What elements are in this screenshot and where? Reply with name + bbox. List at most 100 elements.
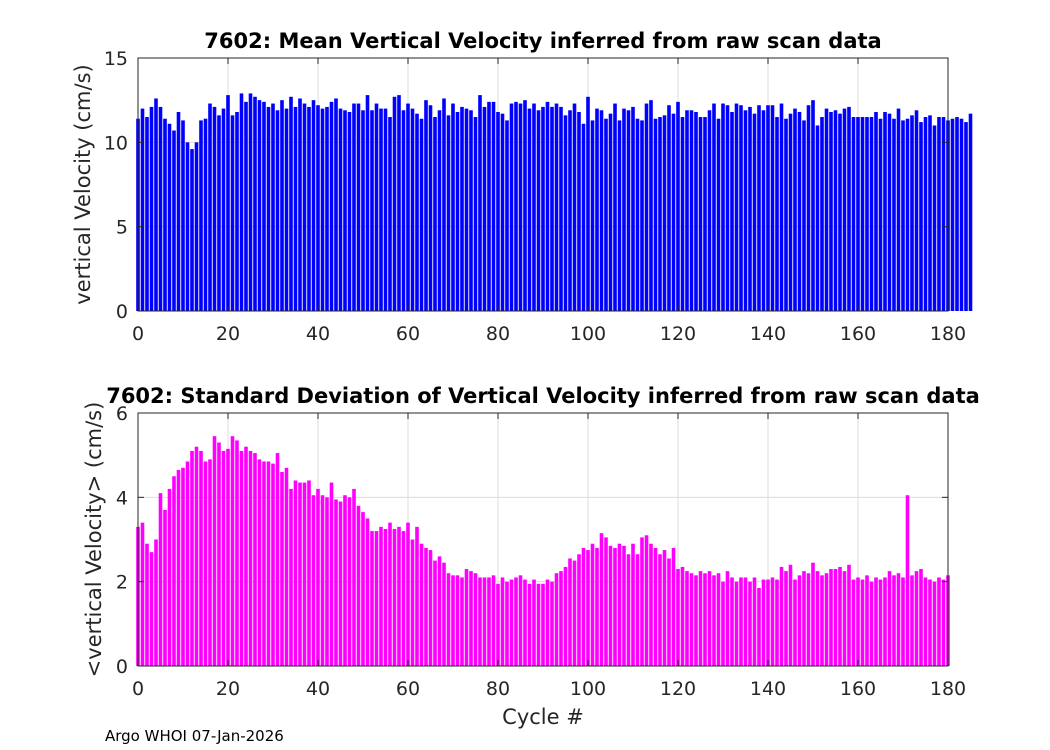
bar bbox=[581, 123, 586, 311]
bar bbox=[743, 110, 748, 311]
bar bbox=[154, 98, 158, 311]
bar bbox=[410, 539, 415, 666]
bar bbox=[284, 467, 289, 666]
bar bbox=[239, 450, 244, 666]
bar bbox=[910, 575, 914, 666]
bar bbox=[437, 556, 442, 666]
bar bbox=[748, 581, 752, 666]
bar bbox=[595, 108, 599, 311]
bar-series bbox=[136, 93, 973, 312]
bar bbox=[586, 96, 590, 311]
mean-velocity-chart: 7602: Mean Vertical Velocity inferred fr… bbox=[71, 29, 973, 345]
bar bbox=[356, 103, 361, 311]
bar bbox=[190, 450, 194, 666]
bar bbox=[680, 566, 685, 666]
bar bbox=[775, 579, 779, 666]
bar bbox=[356, 505, 361, 666]
bar bbox=[883, 111, 887, 312]
bar bbox=[761, 110, 766, 311]
x-tick-label: 20 bbox=[216, 678, 240, 700]
x-tick-label: 140 bbox=[750, 323, 786, 345]
bar bbox=[302, 482, 307, 666]
bar bbox=[199, 120, 203, 311]
bar bbox=[631, 106, 635, 311]
bar bbox=[856, 577, 860, 666]
bar bbox=[608, 545, 613, 666]
bar bbox=[923, 577, 928, 666]
bar bbox=[302, 103, 307, 311]
bar bbox=[887, 571, 892, 666]
bar bbox=[208, 103, 212, 311]
y-tick-label: 0 bbox=[116, 656, 128, 678]
y-tick-label: 4 bbox=[116, 487, 128, 509]
bar bbox=[271, 463, 275, 666]
bar bbox=[739, 105, 743, 311]
bar bbox=[487, 577, 491, 666]
bar bbox=[226, 95, 230, 312]
bar bbox=[280, 472, 284, 666]
bar bbox=[878, 118, 883, 311]
bar bbox=[140, 108, 145, 311]
bar bbox=[865, 117, 869, 312]
bar bbox=[653, 547, 658, 666]
bar bbox=[613, 547, 617, 666]
bar bbox=[802, 571, 806, 666]
bar bbox=[685, 110, 689, 311]
bar bbox=[343, 495, 347, 666]
bar bbox=[941, 117, 946, 312]
bar bbox=[428, 105, 433, 311]
bar bbox=[784, 571, 788, 666]
bar bbox=[676, 101, 680, 311]
bar bbox=[860, 117, 865, 312]
bar bbox=[820, 575, 824, 666]
bar bbox=[770, 105, 775, 311]
bar bbox=[500, 113, 505, 311]
bar bbox=[937, 577, 941, 666]
bar bbox=[644, 535, 649, 666]
bar bbox=[275, 110, 280, 311]
bar bbox=[667, 105, 671, 311]
bar bbox=[811, 562, 815, 666]
bar bbox=[788, 564, 793, 666]
bar bbox=[491, 101, 496, 311]
bar bbox=[401, 110, 406, 311]
bar bbox=[568, 110, 572, 311]
bar bbox=[937, 117, 941, 312]
bar bbox=[671, 113, 676, 311]
bar bbox=[829, 569, 833, 666]
bar bbox=[766, 579, 770, 666]
x-tick-label: 180 bbox=[930, 323, 966, 345]
bar bbox=[932, 125, 937, 311]
bar bbox=[784, 118, 788, 311]
bar bbox=[766, 105, 770, 311]
bar bbox=[716, 118, 721, 311]
bar bbox=[415, 526, 419, 666]
bar bbox=[217, 115, 221, 311]
bar bbox=[464, 108, 469, 311]
x-tick-label: 40 bbox=[306, 678, 330, 700]
bar bbox=[334, 98, 338, 311]
x-tick-label: 80 bbox=[486, 323, 510, 345]
bar bbox=[752, 577, 757, 666]
bar bbox=[577, 554, 581, 666]
bar bbox=[320, 495, 325, 666]
bar bbox=[914, 110, 919, 311]
bar bbox=[689, 110, 694, 311]
bar bbox=[361, 110, 365, 311]
bar bbox=[460, 577, 464, 666]
bar bbox=[644, 103, 649, 311]
bar bbox=[185, 461, 190, 666]
bar bbox=[374, 103, 379, 311]
y-tick-labels: 0 5 10 15 bbox=[104, 48, 948, 323]
bar bbox=[950, 118, 955, 311]
bar bbox=[473, 117, 478, 312]
std-velocity-chart: 7602: Standard Deviation of Vertical Vel… bbox=[82, 384, 980, 729]
bar bbox=[257, 459, 262, 666]
bar bbox=[541, 106, 545, 311]
bar bbox=[365, 518, 370, 666]
bar bbox=[343, 110, 347, 311]
bar bbox=[145, 117, 149, 312]
bar bbox=[388, 117, 392, 312]
bar bbox=[838, 566, 842, 666]
bar bbox=[824, 573, 829, 666]
